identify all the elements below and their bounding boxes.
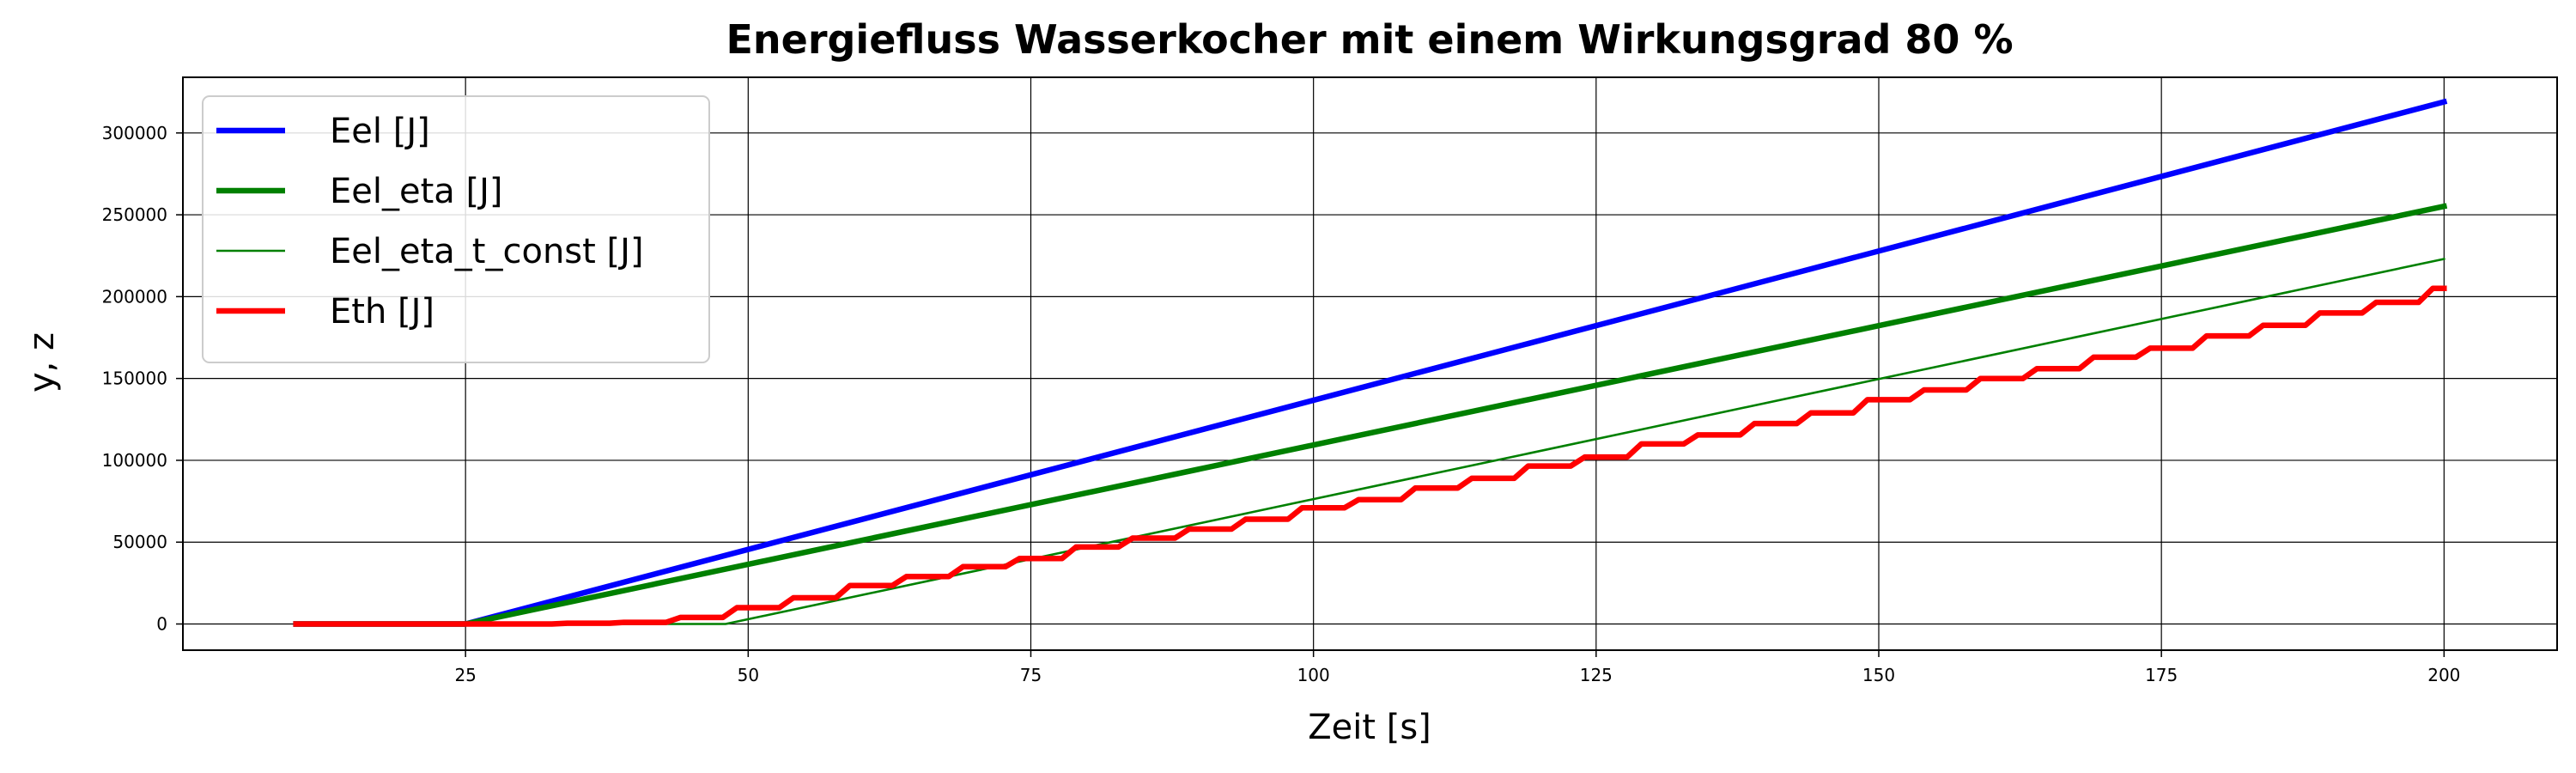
y-tick-label: 100000: [102, 450, 167, 471]
x-tick-label: 175: [2145, 665, 2178, 685]
legend-label: Eel_eta_t_const [J]: [330, 232, 644, 271]
x-tick-label: 125: [1580, 665, 1613, 685]
y-tick-label: 250000: [102, 204, 167, 225]
x-tick-label: 50: [738, 665, 759, 685]
plot-frame: [182, 76, 2558, 651]
chart-title: Energiefluss Wasserkocher mit einem Wirk…: [726, 16, 2013, 63]
y-tick-label: 150000: [102, 368, 167, 389]
x-axis-label: Zeit [s]: [1308, 708, 1431, 747]
series-line-3: [293, 285, 2447, 627]
legend-label: Eel [J]: [330, 112, 430, 151]
legend-label: Eth [J]: [330, 292, 434, 332]
y-tick-label: 200000: [102, 286, 167, 307]
x-tick-label: 75: [1020, 665, 1042, 685]
series-layer: [293, 98, 2448, 627]
x-tick-label: 150: [1862, 665, 1895, 685]
legend-label: Eel_eta [J]: [330, 172, 503, 211]
x-tick-label: 200: [2427, 665, 2460, 685]
tick-layer: 25 50 75 100 125 150 175 200 0 50000 100000 150000 2…: [102, 123, 2461, 685]
legend-box: [202, 95, 710, 363]
legend: Eel [J] Eel_eta [J] Eel_eta_t_const [J] Eth…: [202, 95, 710, 363]
y-tick-label: 0: [156, 614, 167, 635]
y-tick-label: 50000: [112, 532, 167, 552]
y-axis-label: y, z: [22, 332, 62, 393]
x-tick-label: 100: [1297, 665, 1330, 685]
x-tick-label: 25: [454, 665, 476, 685]
y-tick-label: 300000: [102, 123, 167, 143]
